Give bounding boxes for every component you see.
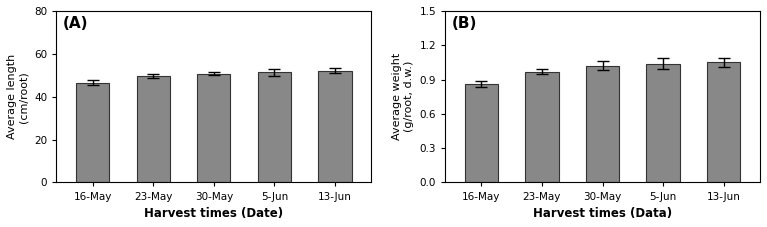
Bar xyxy=(318,71,351,183)
Bar xyxy=(525,72,558,183)
Bar xyxy=(197,74,230,183)
Bar xyxy=(76,83,109,183)
Bar xyxy=(707,62,740,183)
Y-axis label: Average weight
(g/root, d.w.): Average weight (g/root, d.w.) xyxy=(392,53,413,140)
Text: (A): (A) xyxy=(63,16,88,31)
Bar xyxy=(647,64,680,183)
Bar xyxy=(586,66,619,183)
Bar xyxy=(258,72,291,183)
Y-axis label: Average length
(cm/root): Average length (cm/root) xyxy=(7,54,28,139)
Bar xyxy=(465,84,498,183)
X-axis label: Harvest times (Date): Harvest times (Date) xyxy=(144,207,283,220)
X-axis label: Harvest times (Data): Harvest times (Data) xyxy=(533,207,672,220)
Bar xyxy=(137,76,170,183)
Text: (B): (B) xyxy=(451,16,476,31)
